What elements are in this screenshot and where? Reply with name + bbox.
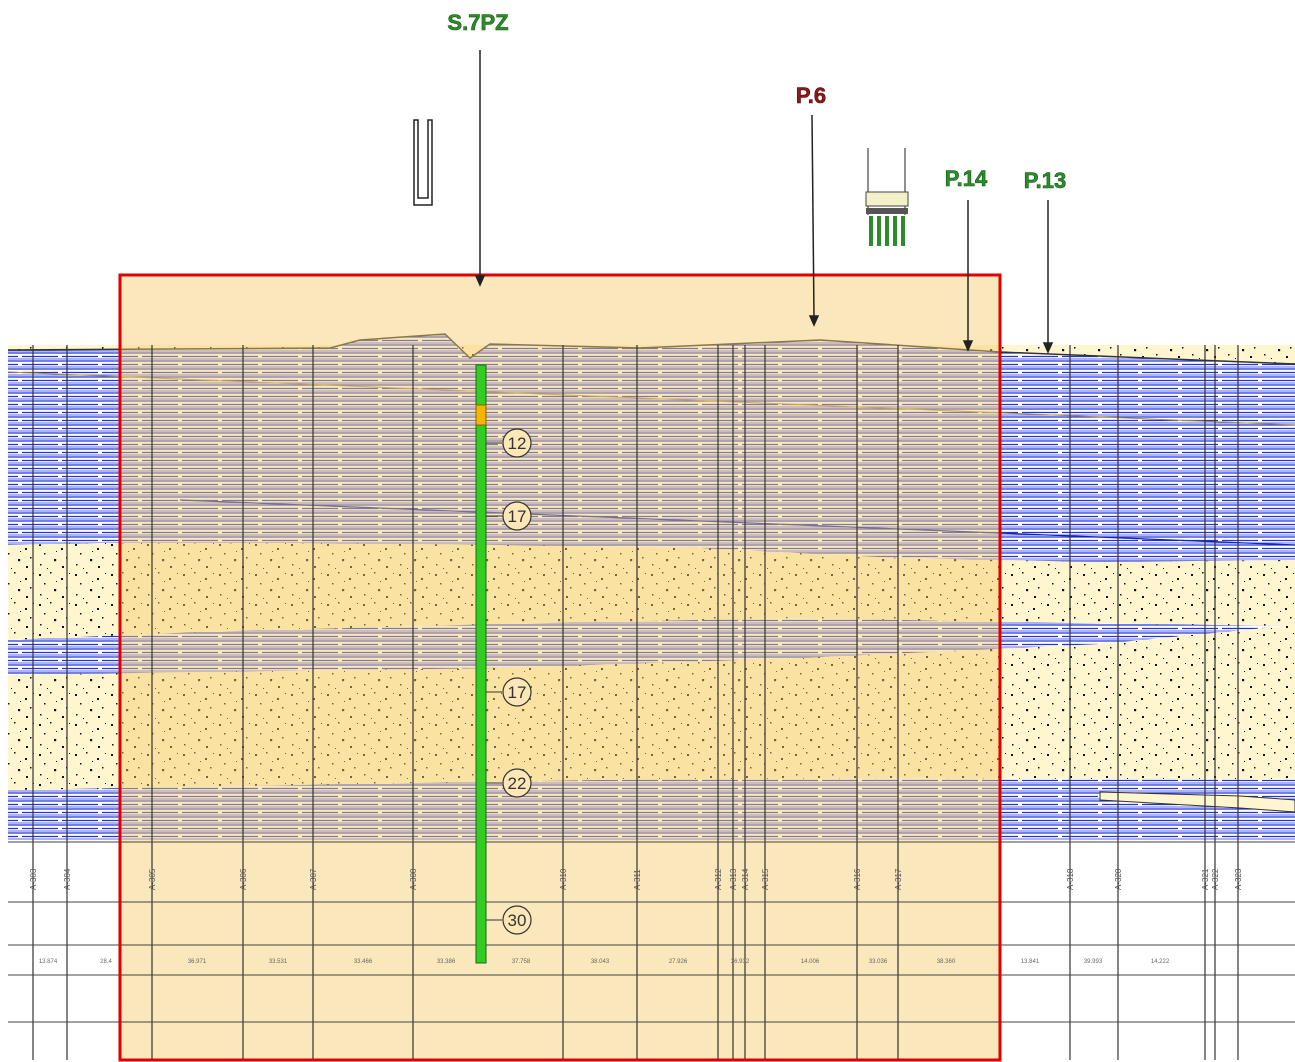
clay-lens-middle bbox=[8, 618, 1285, 675]
station-label: A-321 bbox=[1201, 868, 1210, 890]
distance-label: 38.360 bbox=[937, 959, 956, 965]
svg-text:17: 17 bbox=[508, 507, 527, 526]
soil-layers bbox=[7, 333, 1295, 840]
station-label: A-315 bbox=[761, 868, 770, 890]
highlight-frame bbox=[118, 273, 1002, 1062]
bridge-pier-symbol bbox=[865, 148, 909, 246]
borehole-label-s7pz: S.7PZ bbox=[447, 10, 508, 35]
distance-label: 33.466 bbox=[354, 959, 373, 965]
depth-marker-2: 17 bbox=[486, 501, 532, 531]
station-label: A-323 bbox=[1234, 868, 1243, 890]
clay-layer-top bbox=[8, 334, 1295, 562]
depth-marker-1: 12 bbox=[486, 428, 532, 458]
water-table bbox=[7, 371, 1295, 426]
station-label: A-305 bbox=[148, 868, 157, 890]
station-table bbox=[8, 841, 1295, 1023]
clay-layer-bottom bbox=[8, 778, 1295, 840]
distance-label: 28.4 bbox=[100, 959, 112, 965]
station-label: A-306 bbox=[239, 868, 248, 890]
distance-label: 33.531 bbox=[269, 959, 288, 965]
highlight-region-fill bbox=[120, 275, 1000, 1060]
svg-text:30: 30 bbox=[508, 911, 527, 930]
distance-label: 36.932 bbox=[731, 959, 750, 965]
layer-boundary bbox=[179, 499, 1295, 546]
station-label: A-320 bbox=[1114, 868, 1123, 890]
station-label: A-318 bbox=[1066, 868, 1075, 890]
borehole-arrows bbox=[474, 50, 1054, 354]
station-lines bbox=[32, 345, 1239, 1060]
distance-label: 13.841 bbox=[1021, 959, 1040, 965]
station-label: A-311 bbox=[633, 869, 642, 890]
distance-label: 38.043 bbox=[591, 959, 610, 965]
station-label: A-308 bbox=[409, 868, 418, 890]
station-label: A-304 bbox=[63, 868, 72, 890]
depth-marker-4: 22 bbox=[486, 768, 532, 798]
svg-text:17: 17 bbox=[508, 683, 527, 702]
distance-labels: 13.874 28.4 36.971 33.531 33.466 33.386 37.758… bbox=[39, 959, 1170, 965]
svg-text:22: 22 bbox=[508, 774, 527, 793]
gravel-lens bbox=[1099, 791, 1295, 813]
distance-label: 14.006 bbox=[801, 959, 820, 965]
depth-marker-5: 30 bbox=[486, 905, 532, 935]
station-label: A-314 bbox=[741, 868, 750, 890]
borehole-label-p13: P.13 bbox=[1024, 168, 1066, 193]
borehole-label-p6: P.6 bbox=[796, 83, 826, 108]
station-label: A-312 bbox=[714, 868, 723, 890]
pile-column bbox=[475, 364, 487, 964]
station-labels: A-303 A-304 A-305 A-306 A-307 A-308 A-310 A-311… bbox=[29, 868, 1243, 890]
station-label: A-310 bbox=[559, 868, 568, 890]
borehole-label-p14: P.14 bbox=[945, 166, 988, 191]
station-label: A-307 bbox=[309, 868, 318, 890]
distance-label: 27.926 bbox=[669, 959, 688, 965]
station-label: A-317 bbox=[894, 868, 903, 890]
distance-label: 33.386 bbox=[437, 959, 456, 965]
distance-label: 14.222 bbox=[1151, 959, 1170, 965]
distance-label: 39.993 bbox=[1084, 959, 1103, 965]
station-label: A-316 bbox=[853, 868, 862, 890]
distance-label: 36.971 bbox=[188, 959, 207, 965]
svg-text:12: 12 bbox=[508, 434, 527, 453]
distance-label: 13.874 bbox=[39, 959, 58, 965]
retaining-wall-symbol bbox=[413, 119, 433, 206]
depth-marker-3: 17 bbox=[486, 677, 532, 707]
station-label: A-313 bbox=[729, 868, 738, 890]
ground-surface bbox=[7, 333, 1295, 365]
distance-label: 37.758 bbox=[512, 959, 531, 965]
distance-label: 33.036 bbox=[869, 959, 888, 965]
station-label: A-303 bbox=[29, 868, 38, 890]
station-label: A-322 bbox=[1211, 868, 1220, 890]
pile-screen-section bbox=[475, 404, 487, 426]
